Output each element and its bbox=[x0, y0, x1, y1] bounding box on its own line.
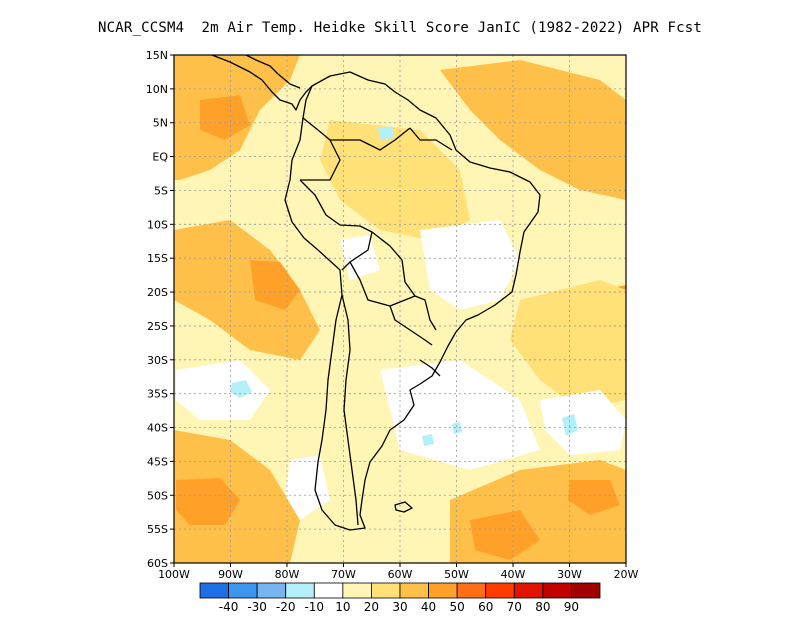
lat-label: 45S bbox=[147, 455, 168, 468]
lat-label: 15N bbox=[146, 49, 168, 62]
border-uruguay bbox=[419, 359, 441, 377]
border-peru bbox=[299, 179, 373, 271]
field-white-5 bbox=[340, 235, 380, 280]
border-venezuela bbox=[330, 127, 411, 151]
field-white-6 bbox=[285, 455, 330, 520]
lat-label: 35S bbox=[147, 388, 168, 401]
field-cyan-5 bbox=[378, 126, 394, 140]
lat-label: 15S bbox=[147, 252, 168, 265]
lat-label: 30S bbox=[147, 354, 168, 367]
colorbar-swatch bbox=[571, 582, 601, 599]
colorbar-swatch bbox=[542, 582, 572, 599]
field-white-1 bbox=[420, 220, 520, 310]
lon-label: 40W bbox=[501, 568, 526, 581]
border-brazil-west bbox=[371, 231, 437, 331]
colorbar-label: 80 bbox=[535, 600, 550, 614]
colorbar-label: -20 bbox=[276, 600, 296, 614]
lon-label: 20W bbox=[614, 568, 639, 581]
colorbar-swatch bbox=[485, 582, 515, 599]
coastline-central-america bbox=[211, 55, 313, 111]
coastlines bbox=[211, 55, 541, 531]
plot-area: 15N 10N 5N EQ 5S 10S 15S 20S 25S 30S 35S 40S 45S 50S 5… bbox=[146, 49, 639, 581]
colorbar-swatch bbox=[513, 582, 544, 599]
coastline-central-america-north bbox=[245, 55, 301, 89]
colorbar-label: 40 bbox=[421, 600, 436, 614]
field-white-3 bbox=[176, 360, 270, 420]
colorbar-label: -10 bbox=[304, 600, 324, 614]
field-orange-continent bbox=[320, 120, 470, 240]
field-cyan-4 bbox=[452, 422, 462, 434]
longitude-labels: 100W 90W 80W 70W 60W 50W 40W 30W 20W bbox=[158, 563, 639, 581]
lat-label: 25S bbox=[147, 320, 168, 333]
colorbar-swatch bbox=[228, 582, 258, 599]
field-orange-pacific-south bbox=[174, 430, 300, 563]
lon-label: 70W bbox=[331, 568, 356, 581]
lat-label: 5N bbox=[153, 117, 168, 130]
lat-label: 55S bbox=[147, 523, 168, 536]
lat-label: 50S bbox=[147, 489, 168, 502]
colorbar-swatch bbox=[285, 582, 315, 599]
colorbar-swatch bbox=[399, 582, 429, 599]
lat-label: 10N bbox=[146, 83, 168, 96]
field-orange-atlantic-mid bbox=[510, 280, 626, 410]
colorbar bbox=[199, 582, 601, 599]
field-darkorange-5 bbox=[568, 480, 620, 515]
lon-label: 80W bbox=[275, 568, 300, 581]
colorbar-swatch bbox=[313, 582, 344, 599]
colorbar-swatch bbox=[342, 582, 372, 599]
lat-label: 60S bbox=[147, 557, 168, 570]
border-paraguay bbox=[389, 305, 433, 346]
lat-label: 40S bbox=[147, 422, 168, 435]
colorbar-label: 70 bbox=[507, 600, 522, 614]
colorbar-swatch bbox=[256, 582, 287, 599]
colorbar-swatch bbox=[428, 582, 458, 599]
border-guianas bbox=[409, 127, 453, 151]
field-cyan-2 bbox=[562, 414, 578, 436]
lon-label: 60W bbox=[388, 568, 413, 581]
field-white-4 bbox=[540, 390, 626, 455]
field-cyan-3 bbox=[422, 434, 434, 446]
field-darkorange-2 bbox=[250, 260, 300, 310]
colorbar-label: -30 bbox=[247, 600, 267, 614]
border-bolivia bbox=[349, 261, 416, 307]
colorbar-swatch bbox=[456, 582, 487, 599]
field-darkorange-1 bbox=[176, 478, 240, 525]
border-colombia bbox=[300, 117, 341, 181]
lon-label: 30W bbox=[557, 568, 582, 581]
field-white-2 bbox=[380, 360, 540, 470]
coastline-falklands bbox=[394, 501, 413, 513]
border-chile-argentina bbox=[341, 294, 359, 526]
score-field bbox=[174, 55, 626, 563]
colorbar-label: 60 bbox=[478, 600, 493, 614]
lon-label: 100W bbox=[158, 568, 190, 581]
colorbar-label: 30 bbox=[392, 600, 407, 614]
lat-label: 10S bbox=[147, 218, 168, 231]
colorbar-labels: -40 -30 -20 -10 10 20 30 40 50 60 70 80 90 bbox=[219, 600, 579, 614]
lat-label: 20S bbox=[147, 286, 168, 299]
field-darkorange-4 bbox=[470, 510, 540, 560]
latitude-labels: 15N 10N 5N EQ 5S 10S 15S 20S 25S 30S 35S 40S 45S 50S 5… bbox=[146, 49, 174, 570]
lat-label: EQ bbox=[152, 151, 168, 164]
lat-label: 5S bbox=[154, 184, 168, 197]
coastline-south-america bbox=[284, 71, 541, 531]
field-darkorange-3 bbox=[200, 95, 250, 140]
field-orange-atlantic-north bbox=[440, 60, 626, 200]
colorbar-swatch bbox=[371, 582, 401, 599]
map-title: NCAR_CCSM4 2m Air Temp. Heidke Skill Sco… bbox=[97, 20, 702, 36]
colorbar-label: 20 bbox=[364, 600, 379, 614]
grid-lines bbox=[174, 55, 626, 563]
field-orange-pacific-mid bbox=[174, 220, 320, 360]
colorbar-label: 50 bbox=[450, 600, 465, 614]
lon-label: 90W bbox=[218, 568, 243, 581]
lon-label: 50W bbox=[444, 568, 469, 581]
colorbar-label: -40 bbox=[219, 600, 239, 614]
colorbar-label: 90 bbox=[564, 600, 579, 614]
colorbar-label: 10 bbox=[335, 600, 350, 614]
colorbar-swatch bbox=[199, 582, 229, 599]
